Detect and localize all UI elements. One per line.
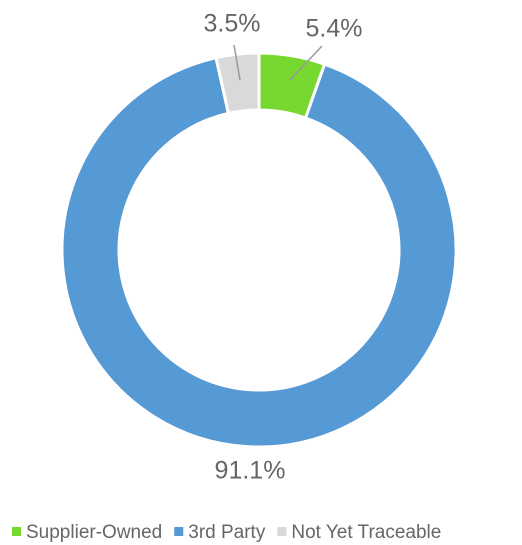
legend-label: Not Yet Traceable (291, 522, 441, 543)
legend-swatch (12, 527, 21, 536)
value-label: 91.1% (215, 457, 286, 485)
leader-line (233, 44, 241, 81)
value-label: 5.4% (306, 15, 363, 43)
legend-label: 3rd Party (188, 522, 266, 543)
legend-swatch (174, 527, 184, 536)
donut-slice (60, 55, 458, 449)
legend-swatch (277, 527, 287, 536)
legend-label: Supplier-Owned (26, 522, 162, 543)
value-label: 3.5% (204, 10, 261, 38)
leader-line (289, 45, 323, 81)
donut-slice (214, 51, 261, 116)
